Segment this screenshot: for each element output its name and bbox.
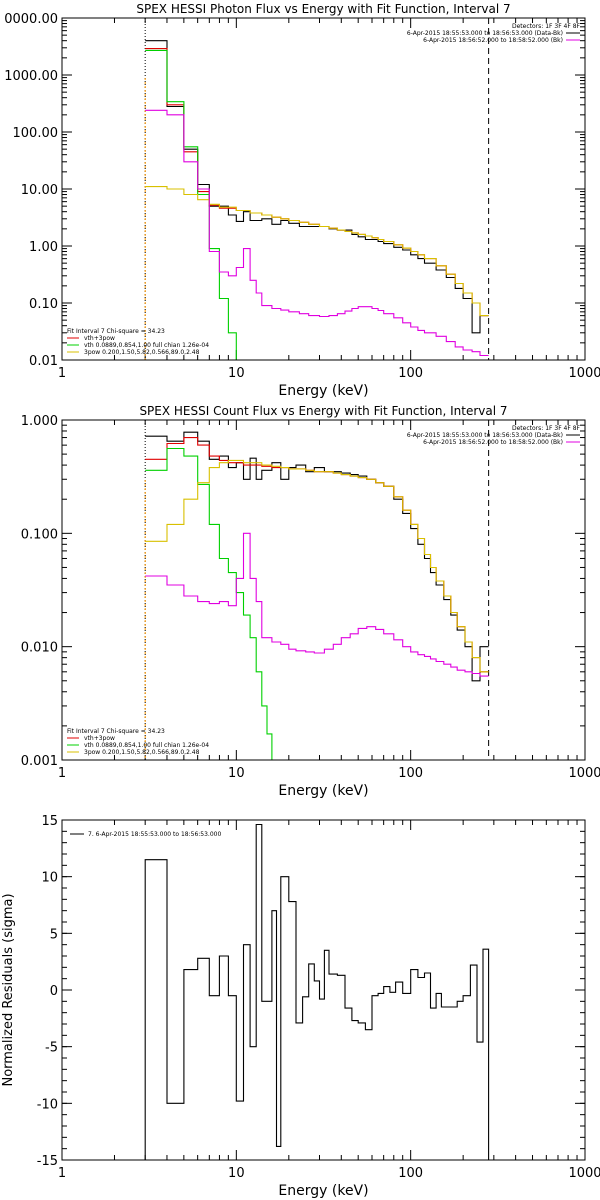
y-tick-label: 5 bbox=[50, 927, 58, 942]
plot-frame bbox=[61, 17, 586, 361]
x-axis-label: Energy (keV) bbox=[278, 783, 368, 799]
x-tick-label: 10 bbox=[228, 766, 245, 781]
legend-entry: 6-Apr-2015 18:56:52.000 to 18:58:52.000 … bbox=[423, 37, 563, 44]
x-tick-label: 1000 bbox=[568, 766, 600, 781]
y-axis-label: Normalized Residuals (sigma) bbox=[1, 893, 16, 1086]
y-tick-label: 0.100 bbox=[21, 527, 58, 542]
x-axis-label: Energy (keV) bbox=[278, 1183, 368, 1199]
series-1-line bbox=[144, 823, 490, 1160]
series-4-line bbox=[145, 459, 489, 673]
x-tick-label: 100 bbox=[398, 766, 423, 781]
y-tick-label: 0000.00 bbox=[4, 12, 58, 27]
fit-legend-header: Fit Interval 7 Chi-square = 34.23 bbox=[67, 728, 165, 735]
x-tick-label: 100 bbox=[398, 1166, 423, 1181]
chart-2: SPEX HESSI Count Flux vs Energy with Fit… bbox=[21, 404, 600, 799]
x-tick-label: 1 bbox=[58, 1166, 66, 1181]
y-tick-label: 10 bbox=[41, 871, 58, 886]
y-tick-label: 1000.00 bbox=[4, 69, 58, 84]
series-3-line bbox=[145, 49, 244, 360]
legend-header: Detectors: 1F 3F 4F 8F bbox=[512, 425, 581, 432]
legend-header: Detectors: 1F 3F 4F 8F bbox=[512, 23, 581, 30]
x-tick-label: 100 bbox=[398, 366, 423, 381]
chart-title: SPEX HESSI Count Flux vs Energy with Fit… bbox=[139, 404, 507, 418]
fit-legend-entry: vth 0.0889,0.854,1.00 full chian 1.26e-0… bbox=[84, 742, 209, 749]
series-2-line bbox=[145, 437, 489, 673]
y-tick-label: 0.10 bbox=[29, 297, 58, 312]
x-tick-label: 10 bbox=[228, 366, 245, 381]
legend-entry: 7. 6-Apr-2015 18:55:53.000 to 18:56:53.0… bbox=[88, 831, 221, 838]
x-tick-label: 1000 bbox=[568, 1166, 600, 1181]
series-3-line bbox=[145, 447, 277, 760]
y-tick-label: 1.00 bbox=[29, 240, 58, 255]
y-tick-label: 0.001 bbox=[21, 754, 58, 769]
y-tick-label: -15 bbox=[37, 1154, 58, 1169]
chart-title: SPEX HESSI Photon Flux vs Energy with Fi… bbox=[136, 2, 510, 16]
series-1-line bbox=[145, 40, 489, 334]
series-5-line bbox=[145, 532, 489, 677]
y-tick-label: 0 bbox=[50, 984, 58, 999]
fit-legend-header: Fit Interval 7 Chi-square = 34.23 bbox=[67, 328, 165, 335]
chart-1: SPEX HESSI Photon Flux vs Energy with Fi… bbox=[4, 2, 600, 399]
fit-legend-entry: vth+3pow bbox=[84, 335, 115, 342]
plot-frame bbox=[61, 819, 586, 1161]
y-tick-label: 100.00 bbox=[13, 126, 59, 141]
x-tick-label: 10 bbox=[228, 1166, 245, 1181]
plot-frame bbox=[61, 419, 586, 761]
fit-legend-entry: vth+3pow bbox=[84, 735, 115, 742]
y-tick-label: 10.00 bbox=[21, 183, 58, 198]
series-1-line bbox=[145, 431, 489, 682]
legend-entry: 6-Apr-2015 18:56:52.000 to 18:58:52.000 … bbox=[423, 439, 563, 446]
y-tick-label: -5 bbox=[45, 1041, 58, 1056]
y-tick-label: -10 bbox=[37, 1097, 58, 1112]
fit-legend-entry: vth 0.0889,0.854,1.00 full chian 1.26e-0… bbox=[84, 342, 209, 349]
legend-entry: 6-Apr-2015 18:55:53.000 to 18:56:53.000 … bbox=[407, 30, 563, 37]
y-tick-label: 1.000 bbox=[21, 414, 58, 429]
x-tick-label: 1 bbox=[58, 366, 66, 381]
chart-3: 1 10 100 1000 Energy (keV) -15 -10 -5 0 5 10 15 Norm… bbox=[1, 814, 600, 1199]
fit-legend-entry: 3pow 0.200,1.50,5.82,0.566,89.0,2.48 bbox=[84, 749, 200, 756]
y-tick-label: 0.01 bbox=[29, 354, 58, 369]
y-tick-label: 0.010 bbox=[21, 641, 58, 656]
series-5-line bbox=[145, 109, 489, 357]
x-axis-label: Energy (keV) bbox=[278, 383, 368, 399]
x-tick-label: 1000 bbox=[568, 366, 600, 381]
series-4-line bbox=[145, 186, 489, 317]
fit-legend-entry: 3pow 0.200,1.50,5.82,0.566,89.0,2.48 bbox=[84, 349, 200, 356]
y-tick-label: 15 bbox=[41, 814, 58, 829]
series-2-line bbox=[145, 48, 489, 317]
legend-entry: 6-Apr-2015 18:55:53.000 to 18:56:53.000 … bbox=[407, 432, 563, 439]
x-tick-label: 1 bbox=[58, 766, 66, 781]
